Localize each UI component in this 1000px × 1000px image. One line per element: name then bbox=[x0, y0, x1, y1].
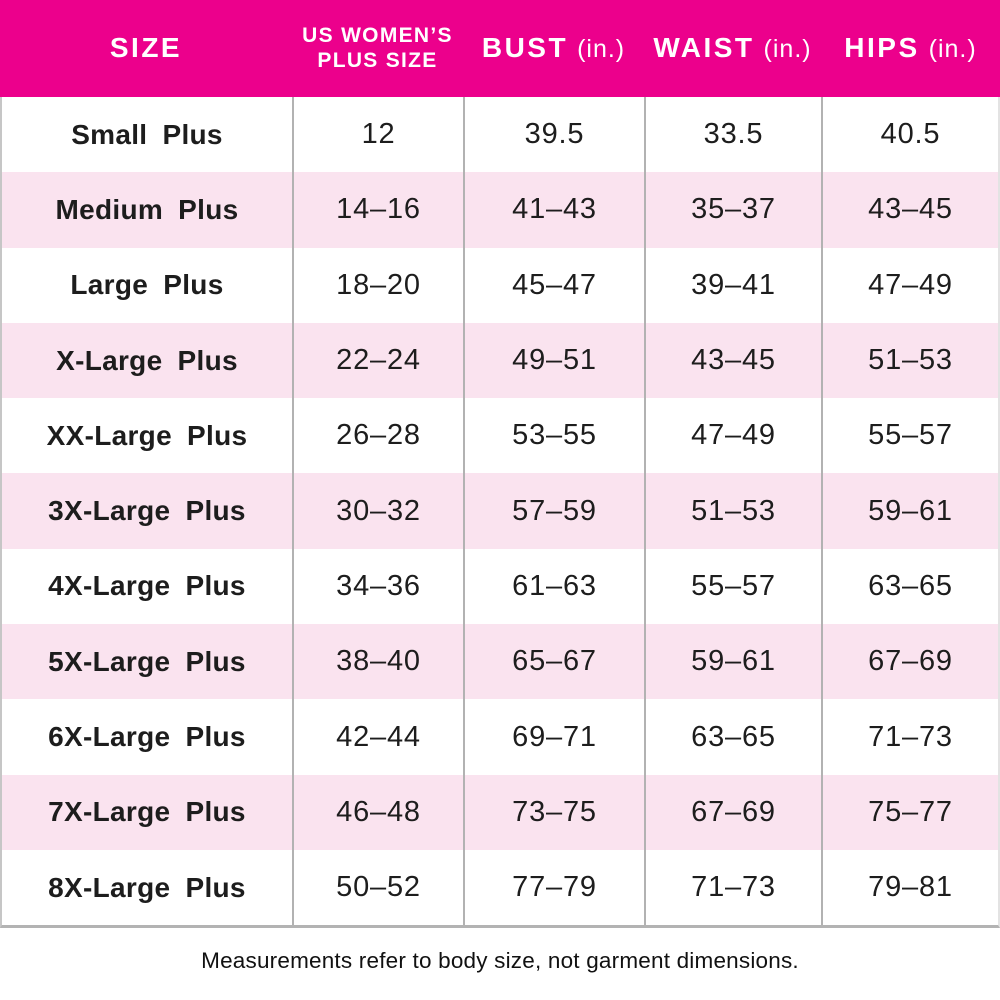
hips-cell: 79–81 bbox=[821, 849, 998, 926]
bust-cell: 45–47 bbox=[463, 247, 644, 323]
waist-cell: 55–57 bbox=[644, 548, 821, 625]
hips-cell: 40.5 bbox=[821, 97, 998, 173]
us-plus-size-label-line2: PLUS SIZE bbox=[317, 48, 438, 72]
header-cell-waist: WAIST (in.) bbox=[644, 0, 821, 97]
hips-column-label: HIPS bbox=[844, 32, 920, 64]
waist-cell: 71–73 bbox=[644, 849, 821, 926]
us-plus-size-cell: 50–52 bbox=[292, 849, 463, 926]
waist-cell: 43–45 bbox=[644, 322, 821, 399]
size-cell: 3X-Large Plus bbox=[48, 495, 246, 527]
hips-cell: 63–65 bbox=[821, 548, 998, 625]
table-body: Small Plus 12 39.5 33.5 40.5 Medium Plus 14–16… bbox=[0, 97, 1000, 929]
bust-cell: 39.5 bbox=[463, 97, 644, 173]
bust-cell: 77–79 bbox=[463, 849, 644, 926]
table-row: Small Plus 12 39.5 33.5 40.5 bbox=[2, 97, 998, 173]
size-cell: 8X-Large Plus bbox=[48, 871, 246, 903]
us-plus-size-cell: 30–32 bbox=[292, 473, 463, 549]
hips-unit-label: (in.) bbox=[928, 35, 977, 64]
hips-cell: 75–77 bbox=[821, 774, 998, 850]
waist-cell: 51–53 bbox=[644, 473, 821, 549]
hips-cell: 59–61 bbox=[821, 473, 998, 549]
table-row: 5X-Large Plus 38–40 65–67 59–61 67–69 bbox=[2, 624, 998, 700]
bust-cell: 49–51 bbox=[463, 322, 644, 399]
table-row: 7X-Large Plus 46–48 73–75 67–69 75–77 bbox=[2, 774, 998, 850]
table-row: 3X-Large Plus 30–32 57–59 51–53 59–61 bbox=[2, 473, 998, 549]
header-cell-bust: BUST (in.) bbox=[463, 0, 644, 97]
us-plus-size-cell: 46–48 bbox=[292, 774, 463, 850]
bust-cell: 65–67 bbox=[463, 624, 644, 700]
header-cell-size: SIZE bbox=[0, 0, 292, 97]
size-cell: Medium Plus bbox=[55, 193, 239, 225]
hips-cell: 55–57 bbox=[821, 398, 998, 474]
size-cell: Large Plus bbox=[70, 269, 224, 301]
bust-column-label: BUST bbox=[481, 32, 569, 64]
waist-cell: 39–41 bbox=[644, 247, 821, 323]
hips-cell: 43–45 bbox=[821, 172, 998, 248]
size-cell: 5X-Large Plus bbox=[48, 645, 246, 677]
table-row: Large Plus 18–20 45–47 39–41 47–49 bbox=[2, 247, 998, 323]
bust-cell: 73–75 bbox=[463, 774, 644, 850]
waist-unit-label: (in.) bbox=[763, 35, 812, 64]
us-plus-size-cell: 38–40 bbox=[292, 624, 463, 700]
measurement-note: Measurements refer to body size, not gar… bbox=[201, 948, 799, 974]
waist-cell: 67–69 bbox=[644, 774, 821, 850]
us-plus-size-cell: 18–20 bbox=[292, 247, 463, 323]
table-row: 6X-Large Plus 42–44 69–71 63–65 71–73 bbox=[2, 699, 998, 775]
size-column-label: SIZE bbox=[109, 32, 183, 64]
table-row: 8X-Large Plus 50–52 77–79 71–73 79–81 bbox=[2, 849, 998, 926]
us-plus-size-cell: 22–24 bbox=[292, 322, 463, 399]
bust-cell: 69–71 bbox=[463, 699, 644, 775]
waist-cell: 59–61 bbox=[644, 624, 821, 700]
us-plus-size-cell: 14–16 bbox=[292, 172, 463, 248]
size-cell: 7X-Large Plus bbox=[48, 796, 246, 828]
size-cell: 6X-Large Plus bbox=[48, 721, 246, 753]
bust-unit-label: (in.) bbox=[577, 35, 626, 64]
us-plus-size-cell: 26–28 bbox=[292, 398, 463, 474]
table-row: Medium Plus 14–16 41–43 35–37 43–45 bbox=[2, 172, 998, 248]
size-cell: Small Plus bbox=[71, 118, 223, 150]
hips-cell: 67–69 bbox=[821, 624, 998, 700]
us-plus-size-cell: 34–36 bbox=[292, 548, 463, 625]
us-plus-size-label-line1: US WOMEN’S bbox=[302, 24, 453, 48]
table-row: X-Large Plus 22–24 49–51 43–45 51–53 bbox=[2, 322, 998, 399]
hips-cell: 51–53 bbox=[821, 322, 998, 399]
us-plus-size-cell: 42–44 bbox=[292, 699, 463, 775]
waist-cell: 47–49 bbox=[644, 398, 821, 474]
hips-cell: 71–73 bbox=[821, 699, 998, 775]
size-cell: XX-Large Plus bbox=[46, 419, 248, 451]
us-plus-size-cell: 12 bbox=[292, 97, 463, 173]
table-row: XX-Large Plus 26–28 53–55 47–49 55–57 bbox=[2, 398, 998, 474]
size-cell: 4X-Large Plus bbox=[48, 570, 246, 602]
waist-column-label: WAIST bbox=[653, 32, 755, 64]
waist-cell: 63–65 bbox=[644, 699, 821, 775]
waist-cell: 35–37 bbox=[644, 172, 821, 248]
size-cell: X-Large Plus bbox=[56, 344, 238, 376]
bust-cell: 53–55 bbox=[463, 398, 644, 474]
table-row: 4X-Large Plus 34–36 61–63 55–57 63–65 bbox=[2, 548, 998, 625]
hips-cell: 47–49 bbox=[821, 247, 998, 323]
bust-cell: 41–43 bbox=[463, 172, 644, 248]
waist-cell: 33.5 bbox=[644, 97, 821, 173]
bust-cell: 61–63 bbox=[463, 548, 644, 625]
header-cell-hips: HIPS (in.) bbox=[821, 0, 1000, 97]
bust-cell: 57–59 bbox=[463, 473, 644, 549]
table-header: SIZE US WOMEN’S PLUS SIZE BUST (in.) WAI… bbox=[0, 0, 1000, 97]
header-cell-us-plus-size: US WOMEN’S PLUS SIZE bbox=[292, 0, 463, 97]
